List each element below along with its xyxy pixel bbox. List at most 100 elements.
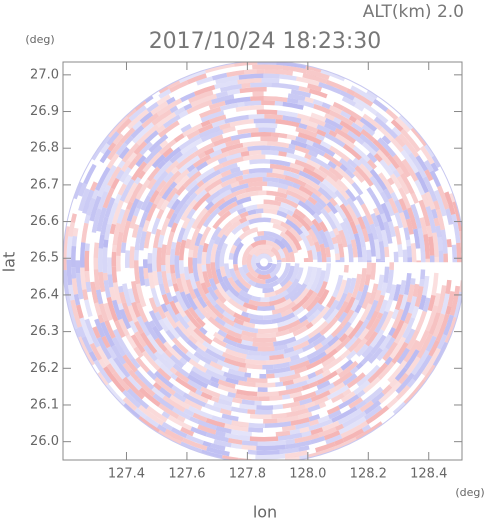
field-cell [133,260,141,285]
field-cell [153,405,164,415]
field-cell [107,233,114,258]
field-cell [209,381,220,389]
field-cell [248,217,272,225]
field-cell [246,377,268,383]
field-cell [235,393,259,401]
field-cell [159,363,173,377]
field-cell [234,123,256,131]
field-cell [241,440,258,446]
field-cell [184,361,194,370]
field-cell [415,329,430,352]
field-cell [395,150,406,162]
field-cell [212,142,227,152]
field-cell [134,152,143,161]
field-cell [424,267,430,277]
field-cell [336,178,349,192]
field-cell [304,199,322,216]
field-cell [321,369,332,378]
field-cell [225,111,242,119]
field-cell [247,209,257,216]
field-cell [220,177,237,188]
field-cell [122,389,142,409]
field-cell [230,406,248,414]
field-cell [154,311,163,321]
field-cell [311,218,323,232]
field-cell [174,301,187,318]
field-cell [138,250,144,267]
field-cell [359,193,375,215]
field-cell [253,235,261,242]
field-cell [350,307,366,329]
field-cell [355,362,364,370]
field-cell [414,179,426,196]
field-cell [73,181,83,200]
field-cell [316,380,331,390]
field-cell [88,315,97,328]
field-cell [358,268,367,292]
field-cell [138,387,161,407]
field-cell [310,427,324,436]
field-cell [271,154,296,164]
field-cell [238,366,248,373]
field-cell [136,302,148,323]
field-cell [223,300,243,316]
field-cell [323,205,332,214]
field-cell [333,346,348,360]
field-cell [444,191,456,215]
field-cell [230,411,251,419]
field-cell [326,257,331,263]
field-cell [292,375,309,384]
field-cell [307,83,323,92]
field-cell [165,123,184,138]
field-cell [192,412,208,423]
field-cell [320,140,332,150]
field-cell [347,158,358,169]
field-cell [165,303,180,323]
field-cell [370,184,385,205]
field-cell [130,237,137,247]
field-cell [82,289,89,301]
field-cell [305,266,318,291]
field-cell [191,207,208,230]
field-cell [376,149,392,166]
field-cell [343,246,349,263]
field-cell [238,227,259,241]
field-cell [430,162,439,173]
field-cell [116,231,124,256]
field-cell [360,203,374,225]
field-cell [423,364,436,382]
field-cell [318,426,337,438]
field-cell [417,228,426,254]
field-cell [139,111,154,124]
field-cell [293,208,307,220]
field-cell [433,217,440,227]
field-cell [239,403,257,410]
field-cell [255,123,278,129]
field-cell [200,129,224,143]
field-cell [337,311,348,323]
field-cell [434,189,447,217]
field-cell [229,214,242,225]
field-cell [278,151,287,157]
field-cell [451,213,461,244]
field-cell [203,305,218,320]
field-cell [334,203,347,220]
field-cell [328,357,349,374]
field-cell [197,424,217,435]
field-cell [356,343,369,357]
field-cell [349,366,359,375]
field-cell [301,384,311,391]
field-cell [254,323,278,329]
field-cell [329,230,336,239]
field-cell [147,188,155,198]
field-cell [257,327,279,334]
field-cell [200,110,225,123]
field-cell [263,91,289,98]
field-cell [263,208,278,215]
field-cell [230,181,240,189]
field-cell [94,230,101,243]
field-cell [371,391,385,404]
field-cell [298,86,310,93]
field-cell [337,360,359,379]
field-cell [170,135,189,151]
